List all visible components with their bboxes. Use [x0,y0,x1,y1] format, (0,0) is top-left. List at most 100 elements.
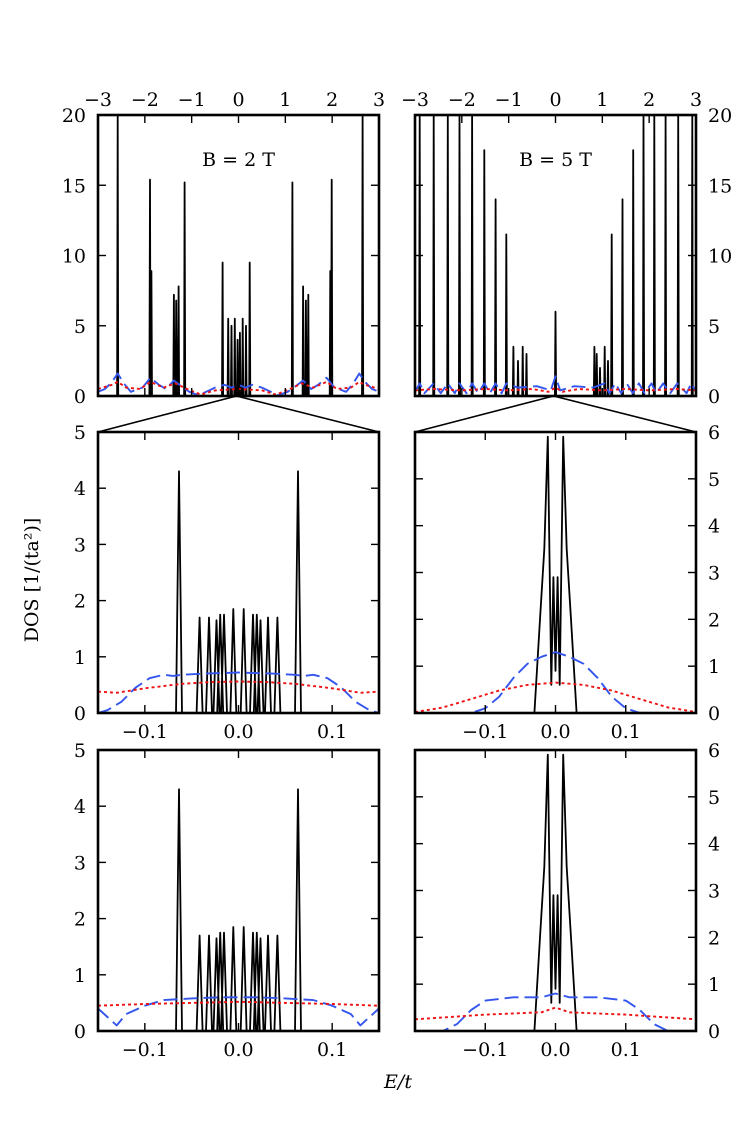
y-tick-label: 3 [708,881,720,903]
field-annotation: B = 5 T [519,149,592,171]
y-tick-label: 2 [708,609,720,631]
x-tick-label: −3 [401,89,429,111]
x-tick-label: −0.1 [122,1039,168,1061]
y-tick-label: 5 [74,316,86,338]
panel-bottom-right: −0.1 0.0 0.1 0 1 2 3 4 5 6 [413,740,720,1061]
series-red-dotted [415,681,696,713]
panel-middle-left: −0.1 0.0 0.1 0 1 2 3 4 5 [74,422,381,743]
y-tick-label: 20 [62,105,86,127]
series-blue-dashed [415,651,696,713]
x-tick-label: 0 [232,89,244,111]
y-tick-label: 10 [62,246,86,268]
x-tick-label: 0 [549,89,561,111]
field-annotation: B = 2 T [202,149,275,171]
y-tick-label: 0 [74,703,86,725]
y-tick-label: 4 [74,796,86,818]
series-black-line [415,753,696,1031]
x-tick-label: −0.1 [462,721,508,743]
plot-area [415,435,696,713]
x-tick-label: −1 [178,89,206,111]
y-tick-label: 5 [708,787,720,809]
y-tick-label: 5 [74,422,86,444]
series-black-line [415,435,696,713]
series-black-peaks [98,470,379,713]
y-tick-label: 10 [708,246,732,268]
y-tick-label: 3 [74,852,86,874]
zoom-connector-lines [97,395,697,433]
series-blue-dashed [98,671,379,713]
plot-area [98,788,379,1031]
zoom-connector-right [236,395,380,433]
y-tick-label: 4 [74,478,86,500]
y-tick-label: 5 [708,469,720,491]
y-tick-label: 1 [708,974,720,996]
plot-area [415,115,696,396]
zoom-connector-left [97,395,237,433]
y-tick-label: 0 [74,1021,86,1043]
y-tick-label: 1 [708,656,720,678]
y-tick-label: 6 [708,422,720,444]
series-black-peaks [98,115,379,396]
series-red-dotted [98,680,379,694]
plot-area [98,470,379,713]
y-tick-label: 2 [74,591,86,613]
x-tick-label: 3 [690,89,702,111]
series-red-dotted [415,386,696,393]
panel-top-right: −3 −2 −1 0 1 2 3 0 5 10 15 20 B = 5 T [401,89,732,408]
y-tick-label: 0 [708,1021,720,1043]
x-tick-label: −3 [84,89,112,111]
y-tick-label: 15 [62,175,86,197]
y-tick-label: 5 [74,740,86,762]
y-tick-label: 4 [708,516,720,538]
x-tick-label: 3 [373,89,385,111]
x-tick-label: 0.0 [223,721,253,743]
y-tick-label: 1 [74,965,86,987]
x-tick-label: 2 [643,89,655,111]
y-axis-label: DOS [1/(ta²)] [21,518,43,643]
series-blue-dashed [415,992,696,1031]
x-tick-label: −0.1 [462,1039,508,1061]
x-tick-label: 2 [326,89,338,111]
x-tick-label: −1 [495,89,523,111]
y-tick-label: 0 [74,386,86,408]
x-tick-label: 0.0 [223,1039,253,1061]
y-tick-label: 2 [708,927,720,949]
y-tick-label: 3 [708,563,720,585]
x-tick-label: −0.1 [122,721,168,743]
series-black-peaks [415,115,696,396]
x-tick-label: 1 [596,89,608,111]
x-tick-label: 0.1 [611,1039,641,1061]
series-red-dotted [415,1006,696,1021]
panel-top-left: −3 −2 −1 0 1 2 3 0 5 10 15 20 B = 2 T [62,89,385,408]
y-tick-label: 2 [74,909,86,931]
panel-middle-right: −0.1 0.0 0.1 0 1 2 3 4 5 6 [413,422,720,743]
y-tick-label: 0 [708,703,720,725]
x-tick-label: 1 [279,89,291,111]
series-black-peaks [98,788,379,1031]
x-tick-label: −2 [131,89,159,111]
y-tick-label: 0 [708,386,720,408]
y-tick-label: 15 [708,175,732,197]
x-tick-label: −2 [448,89,476,111]
x-tick-label: 0.0 [540,1039,570,1061]
y-tick-label: 3 [74,534,86,556]
x-axis-label: E/t [383,1071,412,1093]
series-red-dotted [98,1000,379,1007]
y-tick-label: 5 [708,316,720,338]
x-tick-label: 0.0 [540,721,570,743]
y-tick-label: 6 [708,740,720,762]
axes-frame [96,748,381,1033]
axes-frame [96,430,381,715]
zoom-connector-left [414,395,554,433]
plot-area [415,753,696,1031]
zoom-connector-right [553,395,697,433]
x-tick-label: 0.1 [317,721,347,743]
y-tick-label: 1 [74,647,86,669]
panel-bottom-left: −0.1 0.0 0.1 0 1 2 3 4 5 [74,740,381,1061]
x-tick-label: 0.1 [611,721,641,743]
y-tick-label: 4 [708,834,720,856]
x-tick-label: 0.1 [317,1039,347,1061]
y-tick-label: 20 [708,105,732,127]
